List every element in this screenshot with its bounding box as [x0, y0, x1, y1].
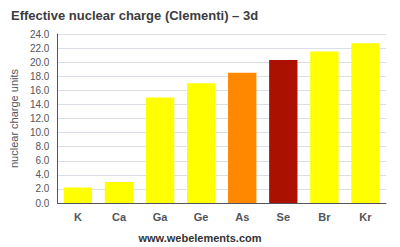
svg-text:0.0: 0.0 — [35, 198, 49, 209]
svg-text:20.0: 20.0 — [30, 57, 50, 68]
svg-text:nuclear charge units: nuclear charge units — [8, 68, 20, 168]
svg-text:10.0: 10.0 — [30, 127, 50, 138]
svg-text:6.0: 6.0 — [35, 155, 49, 166]
svg-text:2.0: 2.0 — [35, 183, 49, 194]
svg-text:Effective nuclear charge (Clem: Effective nuclear charge (Clementi) – 3d — [11, 8, 258, 23]
svg-text:12.0: 12.0 — [30, 113, 50, 124]
svg-text:24.0: 24.0 — [30, 29, 50, 40]
svg-text:Ga: Ga — [153, 211, 169, 223]
svg-text:Kr: Kr — [359, 211, 372, 223]
svg-text:18.0: 18.0 — [30, 71, 50, 82]
svg-text:Ge: Ge — [194, 211, 209, 223]
svg-text:K: K — [74, 211, 82, 223]
svg-text:22.0: 22.0 — [30, 43, 50, 54]
svg-text:14.0: 14.0 — [30, 99, 50, 110]
svg-text:Ca: Ca — [112, 211, 127, 223]
svg-text:8.0: 8.0 — [35, 141, 49, 152]
svg-text:www.webelements.com: www.webelements.com — [137, 232, 261, 244]
svg-text:Se: Se — [277, 211, 290, 223]
svg-text:4.0: 4.0 — [35, 169, 49, 180]
svg-text:Br: Br — [318, 211, 331, 223]
svg-text:16.0: 16.0 — [30, 85, 50, 96]
svg-text:As: As — [235, 211, 249, 223]
